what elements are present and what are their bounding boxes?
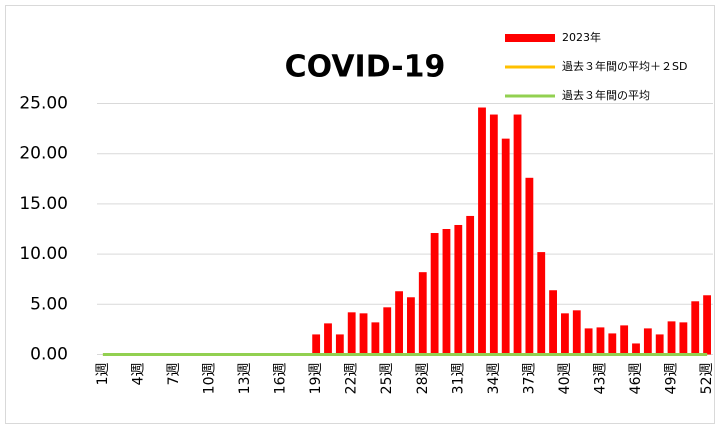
bar <box>418 272 427 355</box>
bar <box>335 334 344 355</box>
chart-title: COVID-19 <box>285 50 446 85</box>
x-tick-label: 13週 <box>237 363 253 395</box>
bar <box>478 107 486 355</box>
x-tick-label: 43週 <box>592 363 608 395</box>
bar <box>407 297 415 355</box>
bar <box>679 322 688 355</box>
bar <box>442 229 451 355</box>
bar <box>691 301 700 355</box>
x-tick-label: 4週 <box>130 363 146 386</box>
x-tick-label: 34週 <box>486 363 502 395</box>
bar <box>454 224 463 355</box>
bar <box>632 343 640 355</box>
legend-swatch <box>505 34 555 42</box>
y-tick-label: 5.00 <box>30 294 68 314</box>
bar <box>537 252 546 355</box>
y-tick-label: 15.00 <box>19 194 68 214</box>
x-tick-label: 31週 <box>450 363 466 395</box>
x-tick-label: 22週 <box>344 363 360 395</box>
x-tick-label: 10週 <box>202 363 218 395</box>
x-tick-label: 46週 <box>628 363 644 395</box>
bar <box>643 328 652 355</box>
bar <box>549 290 557 355</box>
y-tick-label: 0.00 <box>30 345 68 365</box>
bar <box>466 215 475 355</box>
x-tick-label: 28週 <box>415 363 431 395</box>
bar <box>655 334 664 355</box>
x-tick-label: 49週 <box>664 363 680 395</box>
bar <box>312 334 321 355</box>
legend-label: 2023年 <box>562 30 601 44</box>
bar <box>596 327 605 355</box>
x-tick-label: 40週 <box>557 363 573 395</box>
x-tick-label: 7週 <box>166 363 182 386</box>
bar <box>347 312 356 355</box>
bar <box>608 333 617 355</box>
bar <box>383 307 392 355</box>
y-tick-label: 20.00 <box>19 144 68 164</box>
x-tick-label: 37週 <box>521 363 537 395</box>
bar <box>572 310 581 355</box>
bar <box>525 177 534 355</box>
x-tick-label: 25週 <box>379 363 395 395</box>
legend-label: 過去３年間の平均＋２SD <box>562 59 687 73</box>
bar <box>359 313 368 355</box>
bar <box>584 328 593 355</box>
x-tick-label: 19週 <box>308 363 324 395</box>
x-tick-label: 16週 <box>273 363 289 395</box>
bar <box>501 138 510 355</box>
bar <box>395 291 403 355</box>
bar <box>371 322 380 355</box>
bar <box>620 325 629 355</box>
bar <box>430 233 439 355</box>
bar <box>703 295 711 355</box>
bar <box>489 114 498 355</box>
bar <box>324 323 332 355</box>
y-tick-label: 10.00 <box>19 244 68 264</box>
legend-label: 過去３年間の平均 <box>562 88 650 102</box>
bar <box>513 114 522 355</box>
x-tick-label: 1週 <box>95 363 111 386</box>
y-tick-label: 25.00 <box>19 94 68 114</box>
bar <box>667 321 676 355</box>
x-tick-label: 52週 <box>699 363 715 395</box>
bar <box>561 313 569 355</box>
